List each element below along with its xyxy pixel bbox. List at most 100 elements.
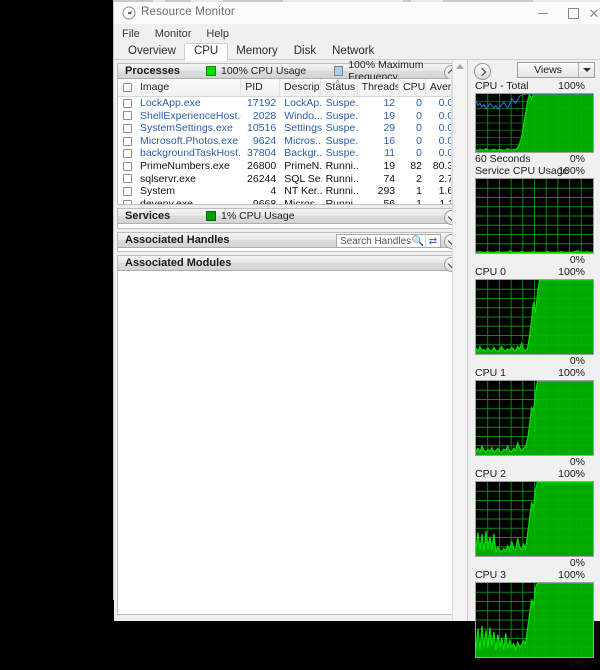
left-pane-scrollbar[interactable]: [452, 60, 467, 621]
row-checkbox[interactable]: [123, 123, 132, 133]
row-checkbox[interactable]: [123, 161, 132, 171]
views-button[interactable]: Views: [517, 62, 595, 78]
cell-image: Microsoft.Photos.exe: [140, 134, 239, 147]
column-header-image[interactable]: Image: [136, 79, 242, 96]
close-button[interactable]: ✕: [588, 2, 600, 24]
menu-help[interactable]: Help: [206, 27, 230, 40]
cell-threads: 293: [377, 185, 396, 198]
associated-modules-panel-header[interactable]: Associated Modules: [117, 255, 464, 272]
cell-image: backgroundTaskHost.exe: [140, 147, 241, 160]
cell-description: Windo...: [284, 109, 322, 122]
cell-description: NT Ker...: [284, 185, 322, 198]
table-row[interactable]: ShellExperienceHost.exe 2028 Windo...Suspe…: [118, 110, 463, 123]
views-caret-down-icon[interactable]: [578, 63, 594, 77]
graph-footer: 0%: [475, 254, 594, 266]
processes-legend-cpu: 100% CPU Usage: [206, 65, 306, 77]
column-header-description[interactable]: Descrip...: [280, 79, 322, 96]
cell-status: Runni...: [325, 185, 358, 198]
filter-arrows-icon[interactable]: ⇄: [425, 235, 440, 247]
graph-y-min-label: 0%: [569, 456, 585, 468]
graph-cpu-3: CPU 3 100% 0%: [475, 569, 594, 670]
magnifier-icon[interactable]: 🔍: [411, 235, 425, 247]
processes-title: Processes: [125, 65, 181, 77]
row-checkbox[interactable]: [123, 174, 132, 184]
content-area: Processes 100% CPU Usage 100% Maximum Fr…: [114, 59, 600, 670]
cell-threads: 74: [383, 172, 396, 185]
tab-bar: Overview CPU Memory Disk Network: [114, 42, 600, 61]
menu-file[interactable]: File: [122, 27, 140, 40]
graph-title: CPU 0: [475, 266, 506, 278]
cell-status: Runni...: [325, 172, 358, 185]
graph-y-min-label: 0%: [569, 153, 585, 165]
maximize-button[interactable]: [558, 2, 588, 24]
services-panel-body: [117, 224, 464, 229]
cell-pid: 26800: [247, 159, 277, 172]
panels-column: Processes 100% CPU Usage 100% Maximum Fr…: [114, 59, 467, 621]
search-handles-box[interactable]: Search Handles 🔍 ⇄: [336, 234, 441, 248]
table-row[interactable]: backgroundTaskHost.exe 37804 Backgr...Susp…: [118, 147, 463, 160]
table-row[interactable]: Microsoft.Photos.exe 9624 Micros...Suspe..…: [118, 135, 463, 148]
graph-plot-area: [475, 279, 594, 355]
row-checkbox[interactable]: [123, 199, 132, 204]
tab-memory[interactable]: Memory: [236, 45, 278, 57]
graph-header: CPU 0 100%: [475, 266, 594, 279]
graph-y-max-label: 100%: [558, 165, 585, 177]
graph-y-min-label: 0%: [569, 355, 585, 367]
table-row[interactable]: PrimeNumbers.exe 26800 PrimeN... Runni... 19…: [118, 160, 463, 173]
tab-disk[interactable]: Disk: [293, 45, 317, 57]
graph-y-min-label: 0%: [569, 254, 585, 266]
scroll-up-arrow-icon[interactable]: [456, 64, 464, 69]
cell-pid: 9624: [252, 134, 277, 147]
tab-cpu[interactable]: CPU: [183, 43, 229, 61]
select-all-checkbox[interactable]: [123, 83, 132, 92]
legend-swatch-frequency: [334, 66, 344, 76]
cell-pid: 4: [270, 185, 277, 198]
graph-title: CPU - Total: [475, 80, 529, 92]
column-header-cpu[interactable]: CPU: [399, 79, 426, 96]
row-checkbox[interactable]: [123, 98, 132, 108]
cell-image: SystemSettings.exe: [140, 122, 233, 135]
tab-network[interactable]: Network: [332, 45, 375, 57]
table-row[interactable]: devenv.exe 9668 Micros...Runni... 56 1 1.11: [118, 197, 463, 205]
cell-cpu: 0: [416, 109, 422, 122]
column-header-status[interactable]: ˄ Status: [321, 79, 358, 96]
cell-pid: 9668: [252, 197, 277, 205]
minimize-button[interactable]: [528, 2, 558, 24]
views-button-label: Views: [534, 64, 562, 76]
graph-header: CPU 3 100%: [475, 569, 594, 582]
search-handles-input[interactable]: Search Handles: [340, 235, 411, 247]
cell-threads: 12: [383, 97, 396, 109]
column-header-pid[interactable]: PID: [241, 79, 281, 96]
cell-status: Suspe...: [325, 147, 358, 160]
graph-cpu-0: CPU 0 100% 0%: [475, 266, 594, 367]
cell-cpu: 0: [416, 134, 422, 147]
tab-overview[interactable]: Overview: [128, 45, 176, 57]
graph-plot-area: [475, 380, 594, 456]
screen: Resource Monitor ✕ File Monitor Help Ove…: [113, 0, 600, 670]
associated-handles-title: Associated Handles: [125, 234, 230, 246]
expand-chevron-right-icon[interactable]: [474, 63, 491, 80]
cell-image: System: [140, 185, 176, 198]
graph-title: CPU 1: [475, 367, 506, 379]
processes-panel-header[interactable]: Processes 100% CPU Usage 100% Maximum Fr…: [117, 59, 464, 83]
associated-handles-panel-header[interactable]: Associated Handles Search Handles 🔍 ⇄: [117, 232, 464, 249]
graph-plot-area: [475, 582, 594, 658]
row-checkbox[interactable]: [123, 186, 132, 196]
row-checkbox[interactable]: [123, 149, 132, 159]
graph-plot-area: [475, 481, 594, 557]
services-panel-header[interactable]: Services 1% CPU Usage: [117, 208, 464, 225]
menu-monitor[interactable]: Monitor: [154, 27, 192, 40]
row-checkbox[interactable]: [123, 136, 132, 146]
title-bar: Resource Monitor ✕: [114, 2, 600, 25]
cell-pid: 2028: [252, 109, 277, 122]
cell-cpu: 0: [416, 122, 422, 135]
column-header-threads[interactable]: Threads: [358, 79, 400, 96]
graph-header: CPU 2 100%: [475, 468, 594, 481]
graph-footer: 0%: [475, 355, 594, 367]
row-checkbox[interactable]: [123, 111, 132, 121]
cell-average: 1.11: [439, 197, 460, 205]
